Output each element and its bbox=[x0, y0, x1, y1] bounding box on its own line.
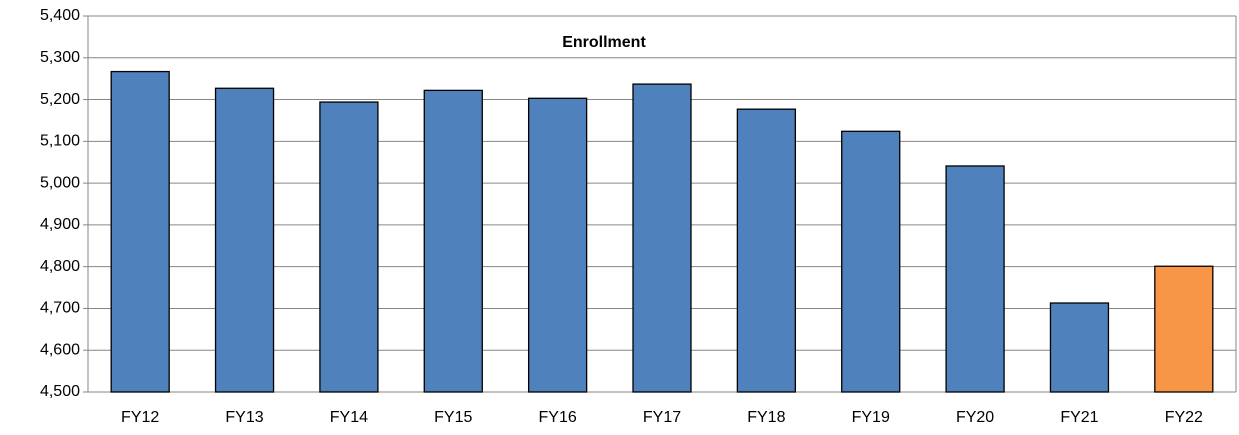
bar bbox=[945, 165, 1005, 393]
x-tick-label: FY14 bbox=[330, 409, 368, 426]
x-tick-label: FY12 bbox=[121, 409, 159, 426]
y-tick-label: 5,200 bbox=[40, 91, 80, 108]
bar bbox=[110, 70, 170, 393]
x-tick-label: FY16 bbox=[539, 409, 577, 426]
y-tick-label: 5,400 bbox=[40, 7, 80, 24]
y-tick-label: 4,700 bbox=[40, 300, 80, 317]
y-tick-label: 5,300 bbox=[40, 49, 80, 66]
bar bbox=[736, 108, 797, 393]
bar bbox=[214, 87, 275, 393]
y-tick-label: 4,500 bbox=[40, 383, 80, 400]
y-tick-label: 5,100 bbox=[40, 133, 80, 150]
x-tick-label: FY20 bbox=[956, 409, 994, 426]
bar bbox=[1049, 302, 1110, 393]
chart-title: Enrollment bbox=[562, 34, 646, 51]
bar bbox=[632, 83, 692, 393]
bar bbox=[841, 130, 901, 393]
bar bbox=[319, 101, 379, 393]
y-tick-label: 4,900 bbox=[40, 216, 80, 233]
bar bbox=[1154, 265, 1214, 393]
y-tick-label: 4,600 bbox=[40, 341, 80, 358]
bar bbox=[423, 89, 483, 393]
x-tick-label: FY15 bbox=[434, 409, 472, 426]
bar bbox=[527, 97, 588, 393]
x-tick-label: FY21 bbox=[1060, 409, 1098, 426]
x-tick-label: FY17 bbox=[643, 409, 681, 426]
y-tick-label: 4,800 bbox=[40, 258, 80, 275]
x-tick-label: FY13 bbox=[225, 409, 263, 426]
x-tick-label: FY19 bbox=[852, 409, 890, 426]
x-tick-label: FY18 bbox=[747, 409, 785, 426]
x-tick-label: FY22 bbox=[1165, 409, 1203, 426]
y-tick-label: 5,000 bbox=[40, 174, 80, 191]
